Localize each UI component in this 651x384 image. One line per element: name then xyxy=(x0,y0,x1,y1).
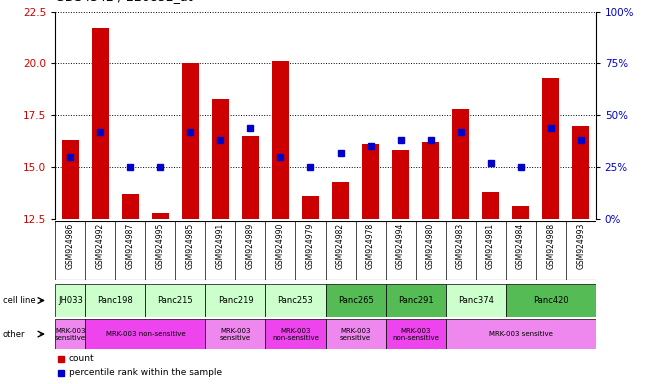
Text: GSM924982: GSM924982 xyxy=(336,223,345,269)
Bar xyxy=(512,207,529,219)
Text: GSM924986: GSM924986 xyxy=(66,223,75,269)
Bar xyxy=(332,182,349,219)
Text: GSM924990: GSM924990 xyxy=(276,223,285,269)
Bar xyxy=(266,284,326,317)
Bar xyxy=(302,196,319,219)
Bar xyxy=(542,78,559,219)
Bar xyxy=(445,284,506,317)
Text: GSM924991: GSM924991 xyxy=(216,223,225,269)
Bar xyxy=(266,319,326,349)
Bar xyxy=(272,61,289,219)
Text: GSM924978: GSM924978 xyxy=(366,223,375,269)
Bar xyxy=(206,284,266,317)
Text: Panc420: Panc420 xyxy=(533,296,568,305)
Text: percentile rank within the sample: percentile rank within the sample xyxy=(69,369,222,377)
Bar xyxy=(572,126,589,219)
Text: GSM924989: GSM924989 xyxy=(246,223,255,269)
Text: Panc265: Panc265 xyxy=(338,296,374,305)
Bar xyxy=(445,319,596,349)
Text: GSM924988: GSM924988 xyxy=(546,223,555,269)
Bar xyxy=(152,213,169,219)
Text: GSM924984: GSM924984 xyxy=(516,223,525,269)
Text: MRK-003
non-sensitive: MRK-003 non-sensitive xyxy=(272,328,319,341)
Bar xyxy=(55,284,85,317)
Bar xyxy=(85,284,145,317)
Bar xyxy=(326,319,385,349)
Text: GSM924981: GSM924981 xyxy=(486,223,495,269)
Text: cell line: cell line xyxy=(3,296,35,305)
Text: GSM924983: GSM924983 xyxy=(456,223,465,269)
Text: GSM924993: GSM924993 xyxy=(576,223,585,269)
Text: JH033: JH033 xyxy=(58,296,83,305)
Bar xyxy=(422,142,439,219)
Text: Panc374: Panc374 xyxy=(458,296,493,305)
Text: GSM924979: GSM924979 xyxy=(306,223,315,269)
Bar xyxy=(62,140,79,219)
Bar xyxy=(385,284,445,317)
Text: Panc219: Panc219 xyxy=(217,296,253,305)
Text: MRK-003
sensitive: MRK-003 sensitive xyxy=(220,328,251,341)
Bar xyxy=(122,194,139,219)
Text: GSM924992: GSM924992 xyxy=(96,223,105,269)
Text: Panc198: Panc198 xyxy=(98,296,133,305)
Bar xyxy=(242,136,258,219)
Text: GSM924994: GSM924994 xyxy=(396,223,405,269)
Bar xyxy=(482,192,499,219)
Bar xyxy=(385,319,445,349)
Text: MRK-003
sensitive: MRK-003 sensitive xyxy=(55,328,86,341)
Text: Panc253: Panc253 xyxy=(277,296,313,305)
Bar xyxy=(452,109,469,219)
Text: count: count xyxy=(69,354,94,363)
Text: GDS4342 / 220852_at: GDS4342 / 220852_at xyxy=(55,0,193,3)
Bar xyxy=(212,99,229,219)
Text: GSM924987: GSM924987 xyxy=(126,223,135,269)
Bar xyxy=(206,319,266,349)
Text: other: other xyxy=(3,329,25,339)
Text: GSM924985: GSM924985 xyxy=(186,223,195,269)
Text: MRK-003
non-sensitive: MRK-003 non-sensitive xyxy=(392,328,439,341)
Text: GSM924995: GSM924995 xyxy=(156,223,165,269)
Bar xyxy=(362,144,379,219)
Bar xyxy=(55,319,85,349)
Bar xyxy=(393,151,409,219)
Bar xyxy=(326,284,385,317)
Text: Panc215: Panc215 xyxy=(158,296,193,305)
Text: Panc291: Panc291 xyxy=(398,296,434,305)
Text: MRK-003
sensitive: MRK-003 sensitive xyxy=(340,328,371,341)
Bar xyxy=(506,284,596,317)
Text: MRK-003 sensitive: MRK-003 sensitive xyxy=(489,331,553,337)
Bar xyxy=(85,319,206,349)
Bar xyxy=(182,63,199,219)
Bar xyxy=(92,28,109,219)
Text: MRK-003 non-sensitive: MRK-003 non-sensitive xyxy=(105,331,185,337)
Bar xyxy=(145,284,206,317)
Text: GSM924980: GSM924980 xyxy=(426,223,435,269)
